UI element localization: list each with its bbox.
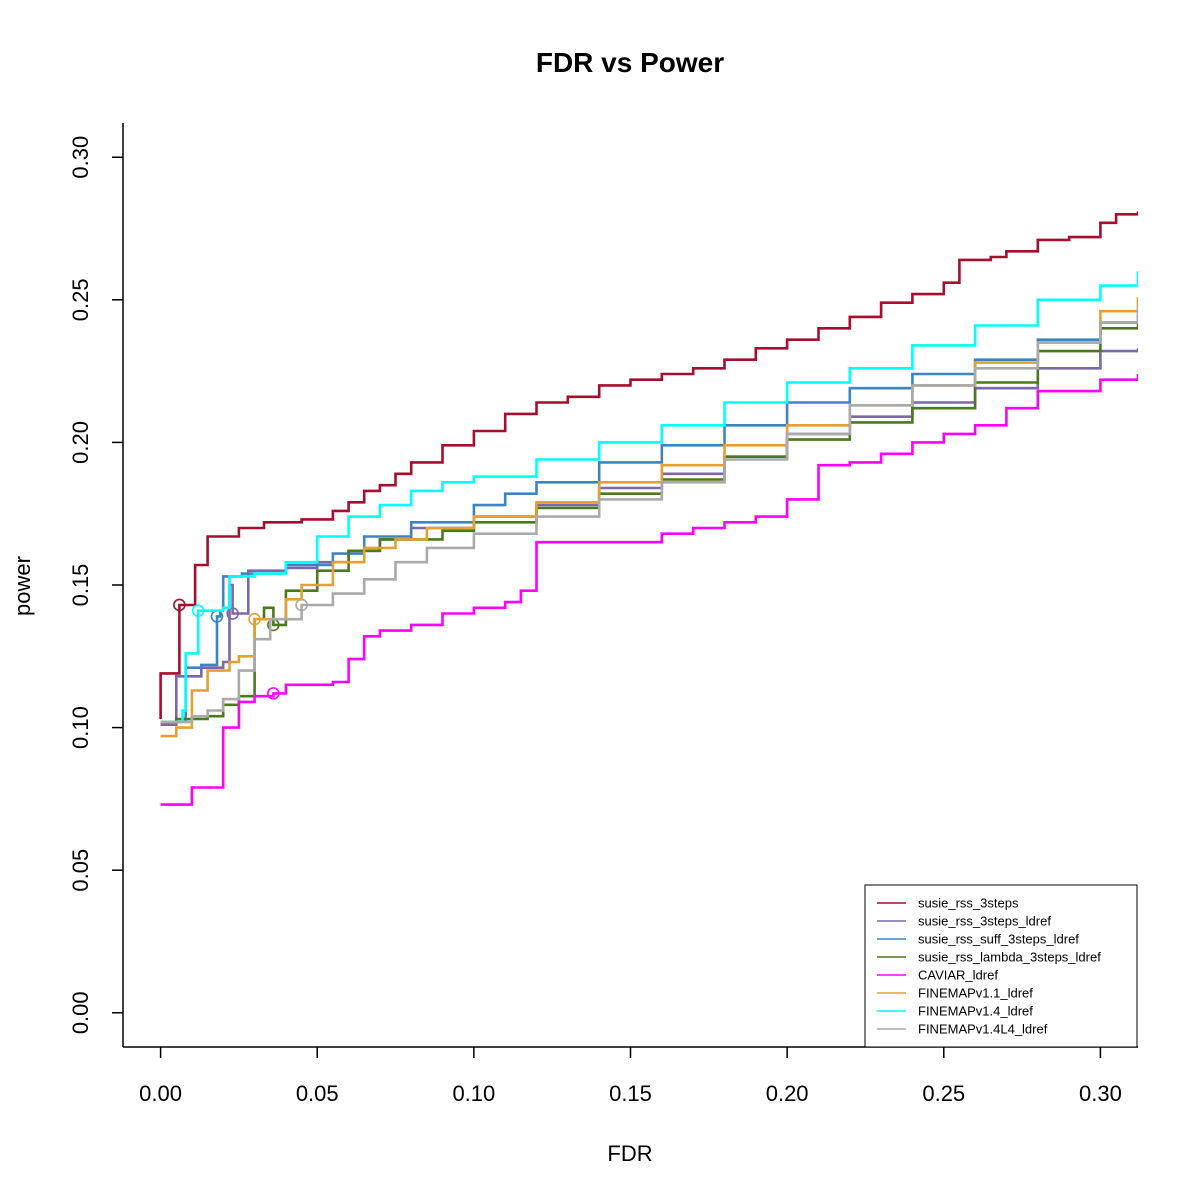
- y-tick-label: 0.25: [68, 278, 93, 321]
- x-tick-label: 0.00: [139, 1081, 182, 1106]
- x-tick-label: 0.25: [922, 1081, 965, 1106]
- x-tick-label: 0.20: [766, 1081, 809, 1106]
- series-marker-7: [295, 598, 308, 612]
- series-marker-1: [226, 607, 239, 620]
- series-line-5: [160, 297, 1138, 738]
- series-marker-5: [248, 612, 261, 626]
- x-tick-label: 0.10: [452, 1081, 495, 1106]
- x-tick-label: 0.15: [609, 1081, 652, 1106]
- series-line-0: [159, 211, 1138, 719]
- x-tick-label: 0.05: [296, 1081, 339, 1106]
- y-tick-label: 0.10: [68, 706, 93, 749]
- legend-label-2: susie_rss_suff_3steps_ldref: [918, 932, 1079, 947]
- chart-title: FDR vs Power: [536, 47, 724, 78]
- legend-label-0: susie_rss_3steps: [918, 896, 1019, 911]
- series-marker-6: [191, 604, 205, 617]
- y-tick-label: 0.00: [68, 991, 93, 1034]
- legend-label-1: susie_rss_3steps_ldref: [918, 914, 1051, 929]
- series-line-6: [160, 271, 1138, 724]
- y-tick-label: 0.15: [68, 564, 93, 607]
- x-tick-label: 0.30: [1079, 1081, 1122, 1106]
- legend-label-6: FINEMAPv1.4_ldref: [918, 1004, 1033, 1019]
- x-axis-label: FDR: [607, 1141, 652, 1166]
- legend-box: [864, 884, 1138, 1048]
- series-marker-0: [173, 598, 186, 612]
- series-line-4: [160, 374, 1138, 806]
- ticks-layer: 0.00 0.05 0.10 0.15 0.20 0.25 0.30 0.00 0.05 0.10…: [68, 136, 1122, 1106]
- y-axis-label: power: [10, 556, 35, 616]
- series-marker-4: [267, 687, 280, 700]
- legend: susie_rss_3steps susie_rss_3steps_ldrefsu…: [864, 884, 1138, 1048]
- series-line-2: [160, 314, 1138, 724]
- y-tick-label: 0.30: [68, 136, 93, 179]
- series-line-7: [160, 305, 1138, 724]
- legend-label-7: FINEMAPv1.4L4_ldref: [918, 1022, 1048, 1037]
- series-line-1: [160, 348, 1138, 726]
- y-tick-label: 0.05: [68, 849, 93, 892]
- legend-label-5: FINEMAPv1.1_ldref: [918, 986, 1033, 1001]
- series-line-3: [160, 322, 1138, 724]
- y-tick-label: 0.20: [68, 421, 93, 464]
- legend-label-4: CAVIAR_ldref: [918, 968, 998, 983]
- legend-label-3: susie_rss_lambda_3steps_ldref: [918, 950, 1101, 965]
- series-layer: [159, 211, 1138, 806]
